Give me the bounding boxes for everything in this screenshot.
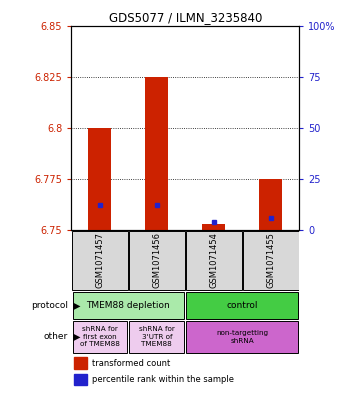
Bar bbox=[72, 321, 127, 353]
Text: non-targetting
shRNA: non-targetting shRNA bbox=[216, 330, 268, 344]
Text: percentile rank within the sample: percentile rank within the sample bbox=[92, 375, 234, 384]
Text: control: control bbox=[226, 301, 258, 310]
Text: transformed count: transformed count bbox=[92, 358, 170, 367]
Bar bbox=[259, 179, 282, 230]
Text: shRNA for
first exon
of TMEM88: shRNA for first exon of TMEM88 bbox=[80, 327, 120, 347]
Title: GDS5077 / ILMN_3235840: GDS5077 / ILMN_3235840 bbox=[108, 11, 262, 24]
Bar bbox=[243, 231, 299, 290]
Bar bbox=[74, 374, 87, 386]
Text: ▶: ▶ bbox=[73, 301, 81, 310]
Bar bbox=[72, 231, 128, 290]
Bar bbox=[74, 357, 87, 369]
Bar bbox=[146, 77, 168, 230]
Bar bbox=[186, 231, 242, 290]
Bar bbox=[72, 292, 184, 319]
Bar bbox=[186, 292, 298, 319]
Text: other: other bbox=[44, 332, 68, 342]
Bar bbox=[129, 231, 185, 290]
Text: GSM1071455: GSM1071455 bbox=[266, 232, 275, 288]
Text: protocol: protocol bbox=[31, 301, 68, 310]
Text: GSM1071456: GSM1071456 bbox=[152, 232, 161, 288]
Text: TMEM88 depletion: TMEM88 depletion bbox=[86, 301, 170, 310]
Bar bbox=[88, 128, 111, 230]
Bar bbox=[202, 224, 225, 230]
Text: ▶: ▶ bbox=[73, 332, 81, 342]
Text: shRNA for
3'UTR of
TMEM88: shRNA for 3'UTR of TMEM88 bbox=[139, 327, 175, 347]
Bar bbox=[130, 321, 184, 353]
Text: GSM1071457: GSM1071457 bbox=[96, 232, 104, 288]
Text: GSM1071454: GSM1071454 bbox=[209, 232, 218, 288]
Bar bbox=[186, 321, 298, 353]
